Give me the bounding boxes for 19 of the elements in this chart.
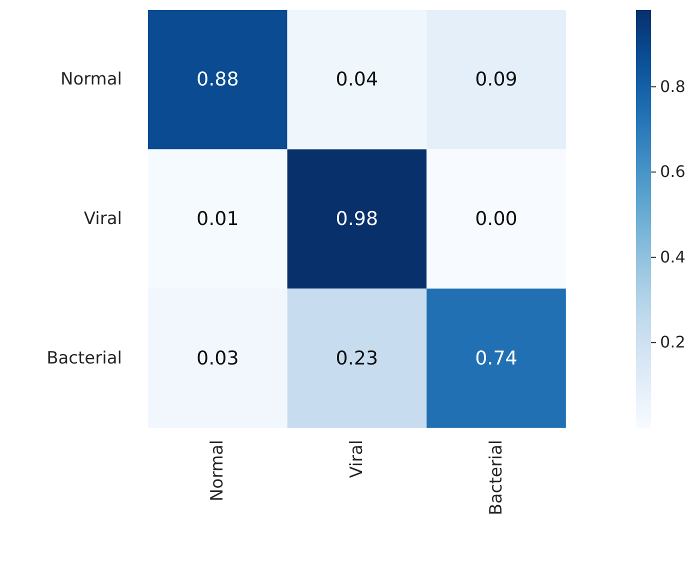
x-tick-label: Viral [346, 440, 367, 478]
data-label: 0.88 [196, 68, 239, 91]
data-label: 0.03 [196, 347, 239, 370]
data-label: 0.04 [336, 68, 378, 91]
color-bar-label: 0.8 [660, 76, 686, 96]
y-tick-label: Bacterial [46, 348, 122, 368]
data-label: 0.00 [475, 208, 518, 230]
color-bar-label: 0.6 [660, 162, 686, 182]
data-label: 0.09 [475, 68, 518, 91]
data-label: 0.98 [336, 208, 378, 230]
x-tick-label: Normal [208, 440, 228, 502]
x-tick-label: Bacterial [486, 440, 506, 516]
y-tick-label: Viral [84, 208, 122, 229]
data-label: 0.23 [336, 347, 378, 370]
data-label: 0.01 [196, 208, 239, 230]
color-bar-label: 0.4 [660, 247, 686, 266]
color-bar-label: 0.2 [660, 332, 686, 352]
data-label: 0.74 [475, 347, 518, 370]
y-tick-label: Normal [60, 70, 122, 90]
